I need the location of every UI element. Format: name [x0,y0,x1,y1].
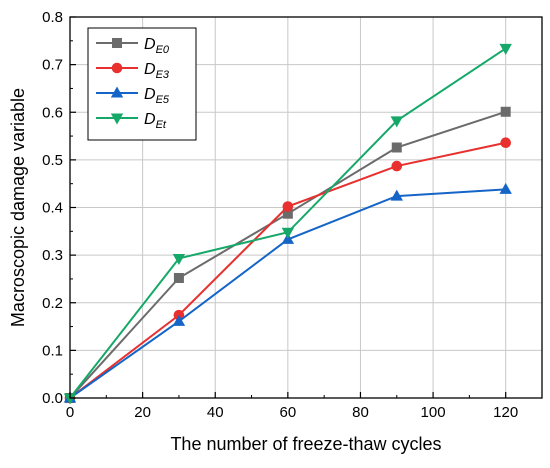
data-point [172,253,186,265]
legend-label-sub: E3 [156,69,170,81]
legend-item: DEt [96,111,167,131]
x-tick-label: 20 [134,404,151,421]
data-point [499,182,512,194]
data-point [500,106,511,117]
axis-ticks: 0 20 40 60 80 100 120 0.0 0.1 0.2 0.3 0.4 0.5 0.6 0.7 0… [42,9,518,421]
data-point [282,208,293,219]
data-point [390,116,403,128]
legend-label-main: D [144,61,156,78]
y-tick-label: 0.7 [42,57,63,74]
x-tick-label: 120 [493,404,518,421]
data-point [391,160,403,172]
x-tick-label: 40 [207,404,224,421]
y-tick-label: 0.2 [42,295,63,312]
series-et [63,43,512,405]
legend-box [87,27,197,141]
x-axis-title: The number of freeze-thaw cycles [170,434,441,454]
legend-label-main: D [144,111,156,128]
legend-label-main: D [144,86,156,103]
data-point [63,393,77,405]
x-tick-label: 60 [280,404,297,421]
x-tick-label: 100 [421,404,446,421]
y-axis-title: Macroscopic damage variable [8,88,28,327]
data-point [173,272,184,283]
legend-label-sub: Et [156,119,167,131]
legend-label-main: D [144,36,156,53]
data-point [499,43,512,55]
y-tick-label: 0.3 [42,247,63,264]
legend-item: DE3 [96,61,170,81]
data-point [391,142,402,153]
legend-label: DE0 [144,36,170,56]
data-point [172,314,186,326]
legend-marker [111,62,123,74]
legend-label-sub: E5 [156,94,170,106]
legend-label: DEt [144,111,167,131]
y-tick-label: 0.8 [42,9,63,26]
series-layer [63,43,512,405]
data-point [500,137,511,149]
legend-label-sub: E0 [156,44,170,56]
legend-marker [110,113,124,125]
y-tick-label: 0.1 [42,342,63,359]
y-tick-label: 0.0 [42,390,63,407]
x-tick-label: 80 [352,404,369,421]
data-point [390,189,403,201]
y-tick-label: 0.6 [42,104,63,121]
data-point [281,227,295,239]
data-point [282,201,294,212]
x-tick-label: 0 [66,404,74,421]
y-tick-label: 0.5 [42,152,63,169]
legend-item: DE0 [96,36,170,56]
legend-item: DE5 [96,86,170,106]
y-tick-label: 0.4 [42,200,63,217]
legend-label: DE5 [144,86,170,106]
legend-marker [112,38,122,48]
legend-label: DE3 [144,61,170,81]
legend-marker [110,86,124,98]
